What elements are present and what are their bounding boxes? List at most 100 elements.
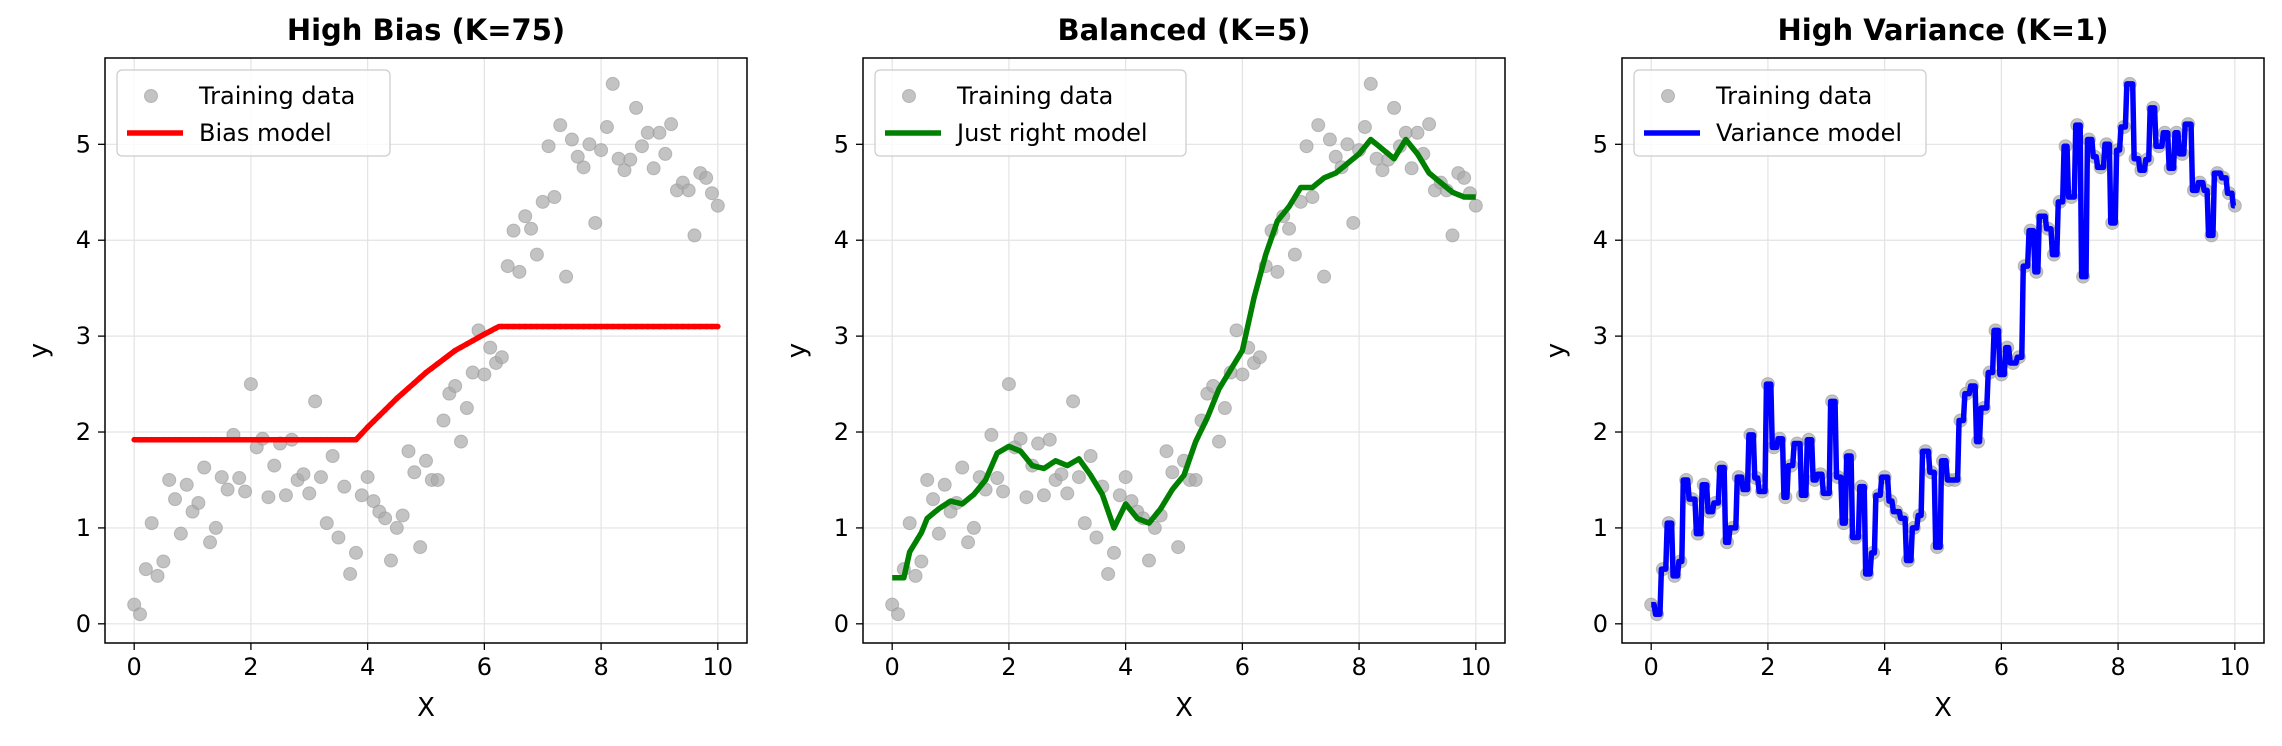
data-point <box>990 471 1005 486</box>
data-point <box>243 377 258 392</box>
model-line <box>134 323 718 443</box>
data-point <box>1188 472 1203 487</box>
data-point <box>1369 151 1384 166</box>
y-axis-label: y <box>24 343 54 358</box>
data-point <box>413 540 428 555</box>
y-tick-label: 4 <box>834 226 849 254</box>
data-point <box>325 448 340 463</box>
x-axis-label: X <box>1175 693 1193 723</box>
data-point <box>937 477 952 492</box>
data-point <box>1468 198 1483 213</box>
model-point <box>248 436 254 443</box>
model-point <box>434 360 441 367</box>
data-point <box>506 223 521 238</box>
data-point <box>1357 120 1372 135</box>
model-point <box>627 323 634 330</box>
data-point <box>302 486 317 501</box>
x-tick-label: 10 <box>1461 653 1492 681</box>
y-tick-label: 3 <box>834 322 849 350</box>
data-point <box>576 160 591 175</box>
model-point <box>137 436 143 443</box>
data-point <box>931 526 946 541</box>
model-point <box>306 436 313 443</box>
data-point <box>1141 553 1156 568</box>
data-point <box>588 215 603 230</box>
legend-label-training-data: Training data <box>198 82 355 110</box>
model-point <box>318 436 324 443</box>
data-point <box>477 367 492 382</box>
model-point <box>475 334 482 341</box>
data-point <box>389 520 404 535</box>
legend-label-model: Variance model <box>1716 119 1902 147</box>
model-point <box>592 323 599 330</box>
y-tick-label: 2 <box>1593 418 1608 446</box>
x-tick-label: 0 <box>127 653 142 681</box>
data-point <box>261 490 276 505</box>
model-point <box>709 323 715 330</box>
data-point <box>1060 486 1075 501</box>
data-point <box>459 401 474 416</box>
y-tick-label: 3 <box>1593 322 1608 350</box>
data-point <box>348 545 363 560</box>
data-point <box>984 427 999 442</box>
data-point <box>156 554 171 569</box>
data-point <box>214 470 229 485</box>
data-point <box>1229 323 1244 338</box>
data-point <box>337 479 352 494</box>
legend: Training data Just right model <box>874 69 1187 157</box>
data-point <box>1299 139 1314 154</box>
data-point <box>1311 118 1326 133</box>
model-point <box>715 323 721 330</box>
legend-marker-training-data <box>144 89 158 103</box>
model-point <box>481 331 488 337</box>
y-tick-label: 0 <box>1593 610 1608 638</box>
model-point <box>265 436 272 443</box>
data-point <box>1252 350 1267 365</box>
data-point <box>553 118 568 133</box>
data-point <box>617 163 632 178</box>
data-point <box>354 488 369 503</box>
data-point <box>430 472 445 487</box>
data-point <box>494 350 509 365</box>
model-point <box>685 323 692 330</box>
model-point <box>300 436 307 443</box>
model-point <box>148 436 155 443</box>
data-point <box>162 472 177 487</box>
data-point <box>331 530 346 545</box>
data-point <box>1001 377 1016 392</box>
axes-frame <box>862 57 1506 644</box>
model-point <box>510 323 517 330</box>
data-point <box>267 458 282 473</box>
y-tick-label: 0 <box>76 610 91 638</box>
data-point <box>664 117 679 132</box>
y-axis-label: y <box>782 343 812 358</box>
data-point <box>634 139 649 154</box>
model-point <box>213 436 219 443</box>
model-point <box>650 323 657 330</box>
x-tick-label: 0 <box>1644 653 1659 681</box>
model-point <box>195 436 202 443</box>
data-point <box>518 209 533 224</box>
data-point <box>599 120 614 135</box>
data-point <box>1077 516 1092 531</box>
data-point <box>512 264 527 279</box>
data-point <box>1118 470 1133 485</box>
data-point <box>1112 488 1127 503</box>
data-point <box>308 394 323 409</box>
data-point <box>535 194 550 209</box>
data-point <box>1410 125 1425 140</box>
x-tick-label: 8 <box>593 653 608 681</box>
model-point <box>609 323 616 330</box>
data-point <box>313 470 328 485</box>
legend-box <box>1633 69 1927 157</box>
data-point <box>144 516 159 531</box>
data-point <box>955 460 970 475</box>
data-point <box>623 152 638 167</box>
model-point <box>440 356 447 363</box>
data-point <box>646 161 661 176</box>
model-point <box>487 328 494 334</box>
data-point <box>1287 247 1302 262</box>
y-tick-label: 4 <box>76 226 91 254</box>
data-point <box>908 568 923 583</box>
